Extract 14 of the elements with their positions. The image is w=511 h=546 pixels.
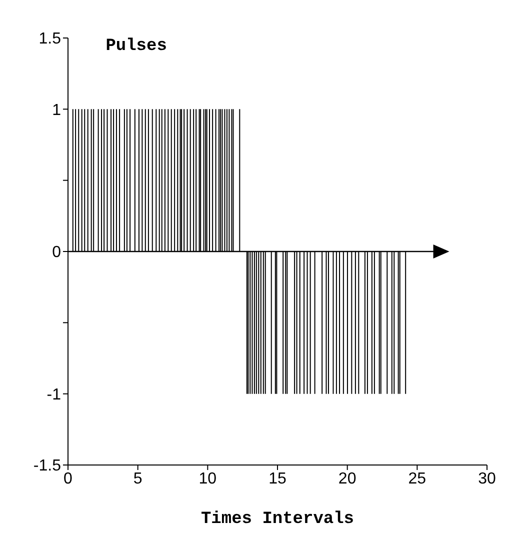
x-tick-label: 0 [64, 470, 73, 488]
x-tick-label: 20 [338, 470, 356, 488]
y-tick-label: 1 [52, 102, 62, 119]
y-tick-label: -1 [46, 386, 62, 404]
y-tick-label: 1.5 [38, 30, 62, 48]
x-tick-label: 5 [133, 470, 142, 488]
y-tick-label: -1.5 [33, 458, 62, 475]
chart-title: Pulses [106, 37, 167, 56]
x-tick-label: 25 [408, 470, 426, 488]
x-axis-title: Times Intervals [200, 510, 354, 529]
x-tick-label: 15 [268, 470, 286, 488]
x-tick-label: 10 [198, 470, 217, 488]
x-tick-label: 30 [478, 470, 496, 488]
y-tick-label: 0 [52, 244, 62, 262]
